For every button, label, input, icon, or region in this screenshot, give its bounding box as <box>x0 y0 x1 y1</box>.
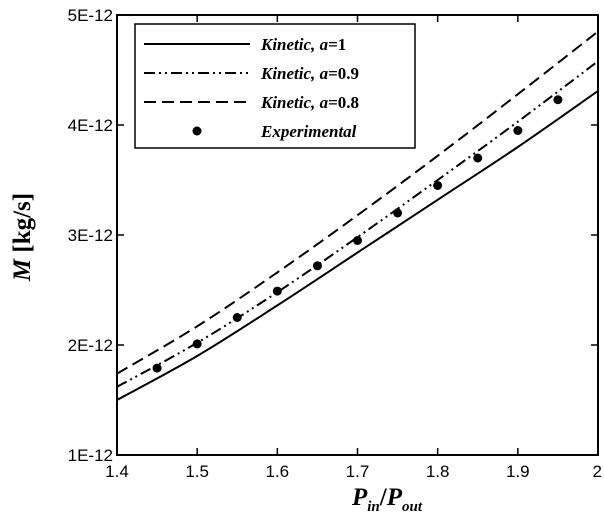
legend-label-suffix: =0.9 <box>328 64 359 83</box>
x-axis-title: Pin/Pout <box>351 484 423 515</box>
y-axis-title-var: M <box>9 258 36 282</box>
data-point <box>473 153 483 163</box>
x-tick-label: 1.6 <box>266 462 290 481</box>
data-point <box>553 95 563 105</box>
x-axis-title-p1: P <box>351 484 368 511</box>
y-tick-label: 4E-12 <box>68 116 113 135</box>
data-point <box>312 261 322 271</box>
x-tick-label: 1.9 <box>506 462 530 481</box>
plot-area: 1.4 1.5 1.6 1.7 1.8 1.9 2 1E-12 2E-12 3E-12 4E-12 5… <box>68 6 602 481</box>
x-tick-label: 2 <box>593 462 602 481</box>
x-tick-label: 1.4 <box>105 462 129 481</box>
series-line-2 <box>117 30 598 375</box>
legend-label-suffix: =1 <box>328 35 346 54</box>
y-tick-label: 5E-12 <box>68 6 113 25</box>
data-point <box>272 286 282 296</box>
data-point <box>192 339 202 349</box>
x-axis-title-sub1: in <box>367 499 380 515</box>
legend-label-prefix: Kinetic, <box>260 35 320 54</box>
y-tick-label: 2E-12 <box>68 336 113 355</box>
x-tick-label: 1.5 <box>185 462 209 481</box>
y-tick-label: 3E-12 <box>68 226 113 245</box>
legend-label: Kinetic, a=1 <box>260 35 346 54</box>
data-point <box>152 363 162 373</box>
plot-frame <box>116 14 599 456</box>
legend-marker <box>192 126 202 136</box>
legend-label-var: a <box>320 93 329 112</box>
y-axis-title: M [kg/s] <box>9 193 36 282</box>
legend-label-prefix: Kinetic, <box>260 64 320 83</box>
x-tick-label: 1.8 <box>426 462 450 481</box>
data-point <box>393 208 403 218</box>
legend-label-prefix: Experimental <box>260 122 357 141</box>
x-axis-title-slash: / <box>379 484 388 511</box>
y-axis-title-unit: [kg/s] <box>9 193 36 259</box>
legend-label: Experimental <box>260 122 357 141</box>
series-line-0 <box>117 90 598 401</box>
x-axis-title-p2: P <box>386 484 403 511</box>
legend-label: Kinetic, a=0.8 <box>260 93 359 112</box>
x-tick-label: 1.7 <box>346 462 370 481</box>
legend-label-var: a <box>320 35 329 54</box>
data-point <box>513 126 523 135</box>
legend-label-var: a <box>320 64 329 83</box>
legend-label-prefix: Kinetic, <box>260 93 320 112</box>
x-axis-title-sub2: out <box>402 499 423 515</box>
data-point <box>353 236 362 245</box>
y-tick-label: 1E-12 <box>68 446 113 465</box>
legend-label: Kinetic, a=0.9 <box>260 64 359 83</box>
data-point <box>433 181 443 190</box>
data-point <box>232 313 242 322</box>
legend-label-suffix: =0.8 <box>328 93 359 112</box>
